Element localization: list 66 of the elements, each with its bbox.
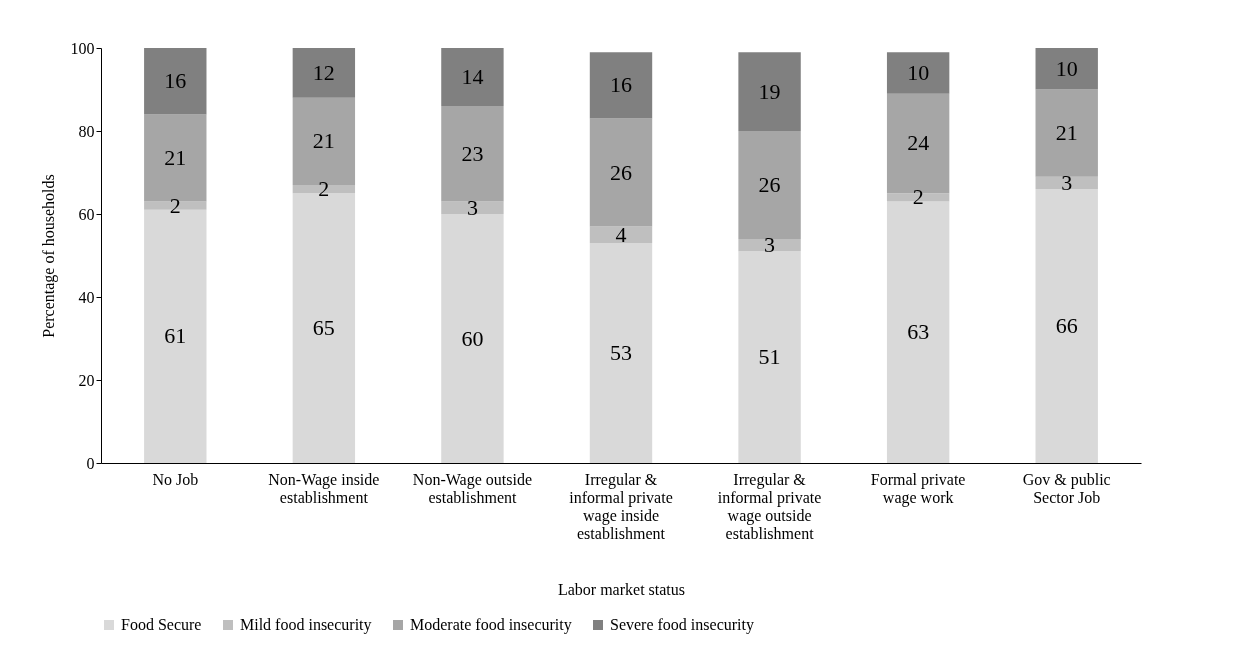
bar <box>738 131 801 239</box>
x-tick-label: Gov & public Sector Job <box>1022 470 1111 506</box>
y-tick-label: 20 <box>78 371 95 389</box>
data-label: 19 <box>758 78 781 104</box>
bar <box>738 238 801 252</box>
bar <box>441 106 504 202</box>
data-label: 2 <box>318 176 330 202</box>
data-label: 10 <box>1055 55 1078 81</box>
y-tick-label: 60 <box>78 205 95 223</box>
data-label: 61 <box>164 323 187 349</box>
data-label: 16 <box>164 68 187 94</box>
data-label: 63 <box>907 319 930 345</box>
data-label: 26 <box>610 159 632 185</box>
y-tick-label: 40 <box>78 288 95 306</box>
y-axis-title: Percentage of households <box>39 174 58 338</box>
x-tick-label: Formal private wage work <box>870 470 966 507</box>
x-tick-label: Irregular & informal private wage inside establishment <box>569 470 673 542</box>
bar <box>589 118 653 227</box>
y-tick-label: 80 <box>78 122 95 140</box>
bar <box>738 52 801 131</box>
bar <box>886 52 950 94</box>
data-label: 26 <box>758 171 781 197</box>
data-label: 3 <box>1061 169 1073 195</box>
data-label: 16 <box>610 72 632 98</box>
bar <box>1035 48 1098 90</box>
data-label: 10 <box>907 59 930 85</box>
data-label: 24 <box>907 130 930 156</box>
legend-label: Mild food insecurity <box>240 616 372 634</box>
data-label: 4 <box>615 221 627 247</box>
data-label: 12 <box>312 59 335 85</box>
bar <box>144 48 207 115</box>
data-label: 3 <box>466 194 478 220</box>
data-label: 66 <box>1055 313 1078 339</box>
data-label: 14 <box>461 64 484 90</box>
bar <box>441 201 504 214</box>
data-label: 65 <box>312 315 335 341</box>
bar <box>441 214 504 463</box>
data-label: 3 <box>764 232 776 258</box>
data-label: 21 <box>312 128 335 154</box>
data-label: 23 <box>461 140 484 166</box>
bar <box>292 48 356 98</box>
bar <box>1035 89 1098 177</box>
data-label: 60 <box>461 325 484 351</box>
data-label: 2 <box>912 184 924 210</box>
data-label: 21 <box>164 144 187 170</box>
bar <box>441 48 504 107</box>
y-tick-label: 100 <box>70 39 95 57</box>
bar <box>589 52 653 119</box>
data-label: 2 <box>169 192 181 218</box>
y-tick-label: 0 <box>86 454 95 472</box>
x-tick-label: No Job <box>152 470 199 488</box>
x-tick-label: Irregular & informal private wage outside establishment <box>717 470 822 542</box>
x-tick-label: Non-Wage outside establishment <box>412 470 532 506</box>
data-label: 53 <box>610 340 632 366</box>
bar <box>292 184 356 194</box>
bar <box>589 243 653 463</box>
data-label: 21 <box>1055 120 1078 146</box>
legend-label: Moderate food insecurity <box>410 616 572 634</box>
legend-label: Severe food insecurity <box>610 616 754 634</box>
bar <box>1035 189 1098 463</box>
x-tick-label: Non-Wage inside establishment <box>268 470 380 506</box>
legend-label: Food Secure <box>121 616 202 633</box>
bar <box>738 251 801 463</box>
x-axis-title: Labor market status <box>557 580 686 598</box>
bar <box>589 226 653 244</box>
data-label: 51 <box>758 344 781 370</box>
